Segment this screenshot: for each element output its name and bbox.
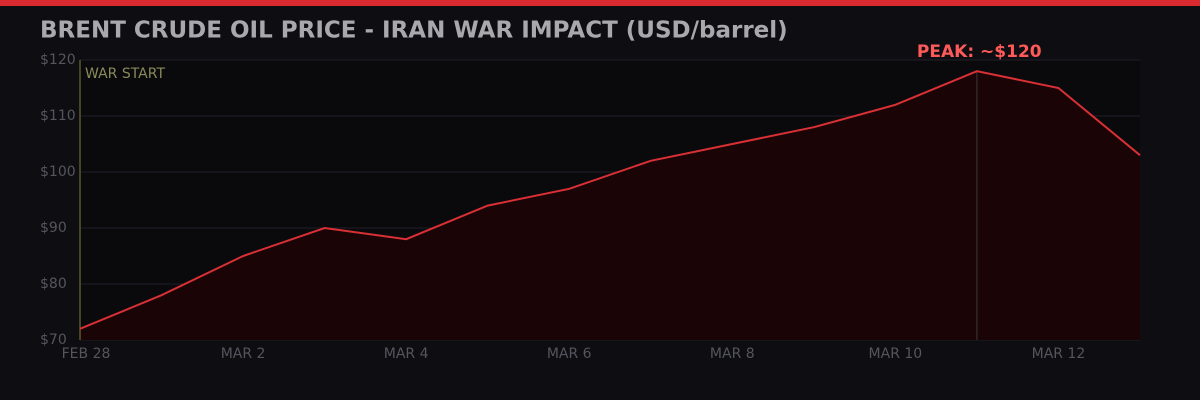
y-tick-label: $80 bbox=[40, 276, 67, 292]
x-tick-label: MAR 2 bbox=[221, 346, 266, 362]
x-tick-label: MAR 10 bbox=[869, 346, 923, 362]
y-tick-label: $70 bbox=[40, 332, 67, 348]
x-tick-label: MAR 4 bbox=[384, 346, 429, 362]
top-bar bbox=[0, 0, 1200, 6]
y-tick-label: $120 bbox=[40, 52, 76, 68]
x-tick-label: MAR 8 bbox=[710, 346, 755, 362]
y-tick-label: $90 bbox=[40, 220, 67, 236]
x-tick-label: FEB 28 bbox=[62, 346, 111, 362]
y-tick-label: $100 bbox=[40, 164, 76, 180]
area bbox=[80, 71, 1140, 340]
y-tick-label: $110 bbox=[40, 108, 76, 124]
line bbox=[79, 70, 1141, 330]
start-label: WAR START bbox=[85, 66, 165, 82]
x-tick-label: MAR 12 bbox=[1032, 346, 1086, 362]
peak-label: PEAK: ~$120 bbox=[917, 42, 1042, 62]
chart-title: BRENT CRUDE OIL PRICE - IRAN WAR IMPACT … bbox=[40, 18, 788, 44]
x-tick-label: MAR 6 bbox=[547, 346, 592, 362]
